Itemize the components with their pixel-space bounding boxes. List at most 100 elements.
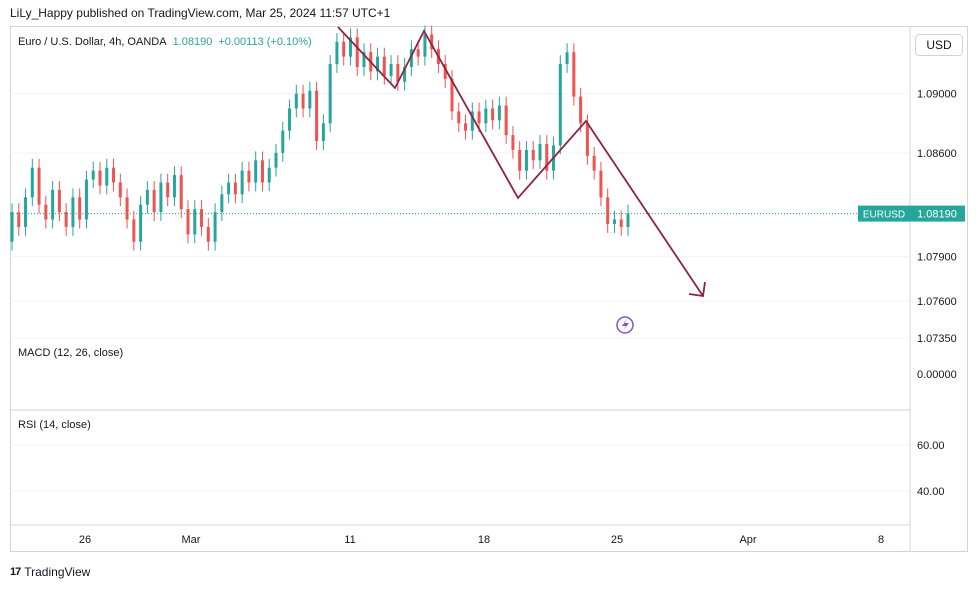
x-tick-label: 8: [878, 534, 884, 546]
candle-body: [430, 34, 434, 50]
candle-body: [531, 149, 535, 161]
candle-body: [159, 182, 163, 213]
candle-body: [321, 123, 325, 142]
candle-body: [206, 226, 210, 242]
y-tick-label: 1.07900: [917, 252, 957, 264]
candle-body: [382, 56, 386, 76]
candle-body: [240, 170, 244, 195]
y-tick-label: 1.08600: [917, 148, 957, 160]
x-tick-label: Apr: [739, 534, 756, 546]
candle-body: [30, 167, 34, 198]
candle-body: [274, 152, 278, 168]
published-header: LiLy_Happy published on TradingView.com,…: [10, 6, 391, 20]
candle-body: [389, 64, 393, 76]
candle-body: [457, 111, 461, 124]
candle-body: [558, 64, 562, 146]
candle-body: [247, 170, 251, 183]
candle-body: [342, 41, 346, 57]
symbol-name: Euro / U.S. Dollar, 4h, OANDA: [18, 36, 167, 48]
candle-body: [112, 167, 116, 183]
y-tick-label: 1.07350: [917, 333, 957, 345]
candle-body: [44, 204, 48, 220]
symbol-info: Euro / U.S. Dollar, 4h, OANDA 1.08190 +0…: [18, 36, 312, 48]
y-tick-label: 1.09000: [917, 89, 957, 101]
footer: 17 TradingView: [10, 565, 90, 579]
candle-body: [403, 66, 407, 82]
candle-body: [281, 130, 285, 153]
rsi-tick-label: 60.00: [917, 440, 945, 452]
candle-body: [315, 90, 319, 142]
candle-body: [416, 49, 420, 57]
macd-label: MACD (12, 26, close): [18, 347, 124, 359]
candle-body: [308, 90, 312, 109]
candle-body: [599, 170, 603, 198]
chart-frame: [10, 26, 968, 552]
candle-body: [328, 64, 332, 124]
candle-body: [125, 197, 129, 220]
currency-button[interactable]: USD: [915, 34, 963, 56]
candle-body: [200, 209, 204, 227]
trend-drawing: [337, 26, 704, 297]
candle-body: [64, 212, 68, 227]
candle-body: [213, 212, 217, 242]
candle-body: [565, 52, 569, 65]
bolt-icon-glyph: [622, 319, 629, 331]
candle-body: [145, 189, 149, 205]
candle-body: [71, 197, 75, 227]
candle-body: [335, 41, 339, 65]
candle-body: [105, 167, 109, 186]
symbol-change: +0.00113 (+0.10%): [218, 36, 312, 48]
candle-body: [267, 167, 271, 183]
candle-body: [626, 213, 630, 227]
candle-body: [51, 189, 55, 220]
candle-body: [511, 135, 515, 150]
candle-body: [139, 204, 143, 242]
x-tick-label: 26: [79, 534, 91, 546]
candle-body: [17, 212, 21, 227]
candle-body: [612, 219, 616, 224]
candle-body: [10, 212, 14, 242]
candle-body: [545, 143, 549, 171]
candle-body: [84, 179, 88, 220]
candle-body: [301, 93, 305, 109]
candle-body: [524, 149, 528, 171]
candle-body: [491, 108, 495, 121]
candle-body: [470, 111, 474, 131]
candle-body: [355, 37, 359, 67]
candle-body: [57, 189, 61, 213]
candle-body: [484, 108, 488, 124]
x-tick-label: 18: [478, 534, 490, 546]
candle-body: [254, 160, 258, 183]
candle-body: [585, 123, 589, 156]
tradingview-logo-icon: 17: [10, 566, 21, 578]
candle-body: [132, 219, 136, 242]
price-tag-ticker-bg: [858, 205, 910, 222]
price-tag-value-bg: [910, 205, 965, 222]
candle-body: [518, 149, 522, 171]
candle-body: [504, 105, 508, 136]
x-tick-label: 25: [611, 534, 623, 546]
candle-body: [179, 175, 183, 210]
candle-body: [409, 49, 413, 67]
arrow-head: [688, 281, 706, 298]
symbol-price: 1.08190: [172, 36, 213, 48]
candle-body: [464, 123, 468, 131]
candle-body: [98, 170, 102, 186]
candle-body: [572, 52, 576, 97]
candle-body: [233, 182, 237, 195]
candle-body: [450, 78, 454, 112]
x-tick-label: Mar: [182, 534, 201, 546]
candle-body: [227, 182, 231, 195]
candle-body: [294, 93, 298, 109]
candle-body: [592, 155, 596, 171]
candle-body: [423, 34, 427, 57]
candle-body: [37, 167, 41, 205]
candle-body: [260, 160, 264, 183]
candle-body: [477, 111, 481, 124]
candle-body: [91, 170, 95, 180]
footer-brand: TradingView: [24, 565, 91, 579]
y-tick-label: 1.07600: [917, 296, 957, 308]
rsi-tick-label: 40.00: [917, 486, 945, 498]
candle-body: [152, 189, 156, 213]
